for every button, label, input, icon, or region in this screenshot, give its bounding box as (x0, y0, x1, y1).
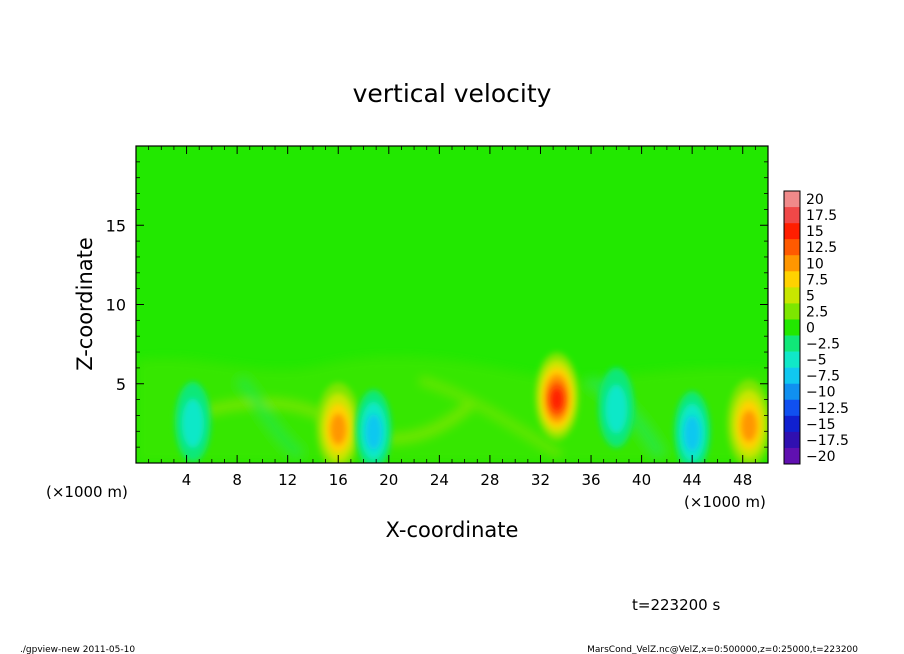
velocity-contour (551, 388, 563, 411)
colorbar-label: 12.5 (806, 240, 837, 256)
colorbar-label: 20 (806, 192, 824, 208)
x-tick-label: 36 (581, 471, 600, 489)
colorbar-swatch (784, 223, 800, 240)
velocity-field (136, 352, 768, 463)
colorbar-swatch (784, 351, 800, 368)
colorbar: 2017.51512.5107.552.50−2.5−5−7.5−10−12.5… (783, 190, 849, 465)
colorbar-swatch (784, 271, 800, 288)
velocity-core (674, 391, 711, 463)
colorbar-label: −17.5 (806, 433, 849, 449)
x-axis: 4 8 12 16 20 24 28 32 36 40 44 48 (148, 146, 756, 489)
x-unit-left: (×1000 m) (46, 483, 128, 501)
colorbar-swatch (784, 255, 800, 272)
velocity-contour (181, 398, 204, 448)
colorbar-label: 17.5 (806, 208, 837, 224)
velocity-core (598, 367, 635, 448)
colorbar-swatch (784, 415, 800, 433)
x-tick-label: 44 (683, 471, 702, 489)
footer-right: MarsCond_VelZ.nc@VelZ,x=0:500000,z=0:250… (587, 645, 858, 654)
colorbar-label: −7.5 (806, 369, 840, 385)
chart-title: vertical velocity (353, 79, 552, 108)
velocity-contour (684, 415, 701, 452)
x-tick-label: 28 (480, 471, 499, 489)
colorbar-swatch (784, 287, 800, 304)
colorbar-label: −15 (806, 417, 836, 433)
colorbar-label: 2.5 (806, 304, 828, 320)
velocity-contour (330, 413, 346, 445)
x-tick-label: 48 (733, 471, 752, 489)
velocity-core (355, 389, 392, 463)
y-tick-label: 15 (106, 216, 126, 235)
x-unit-right: (×1000 m) (684, 493, 766, 511)
x-tick-label: 12 (278, 471, 297, 489)
y-tick-label: 10 (106, 296, 126, 315)
y-axis-label: Z-coordinate (73, 237, 97, 371)
colorbar-swatch (784, 335, 800, 352)
colorbar-frame (783, 190, 801, 465)
plot-area (135, 145, 769, 464)
colorbar-swatch (784, 207, 800, 224)
colorbar-label: 5 (806, 288, 815, 304)
colorbar-label: −5 (806, 353, 827, 369)
colorbar-label: 15 (806, 224, 824, 240)
colorbar-label: 7.5 (806, 272, 828, 288)
colorbar-label: 0 (806, 321, 815, 337)
colorbar-swatch (784, 367, 800, 385)
velocity-contour (741, 410, 757, 442)
y-axis: 5 10 15 (106, 161, 768, 448)
colorbar-swatch (784, 239, 800, 256)
velocity-core (727, 379, 768, 463)
x-tick-label: 16 (329, 471, 348, 489)
colorbar-swatch (784, 447, 800, 465)
colorbar-label: −12.5 (806, 401, 849, 417)
x-tick-label: 24 (430, 471, 449, 489)
colorbar-swatch (784, 399, 800, 417)
colorbar-label: −2.5 (806, 337, 840, 353)
velocity-contour (605, 384, 628, 434)
time-label: t=223200 s (632, 596, 720, 614)
y-tick-label: 5 (116, 375, 126, 394)
x-tick-label: 4 (182, 471, 192, 489)
velocity-core (316, 382, 361, 463)
colorbar-label: −20 (806, 449, 836, 465)
velocity-features (174, 352, 768, 463)
x-tick-label: 8 (232, 471, 242, 489)
colorbar-label: −10 (806, 385, 836, 401)
footer-left: ./gpview-new 2011-05-10 (20, 645, 135, 654)
x-axis-label: X-coordinate (386, 518, 519, 542)
colorbar-swatch (784, 383, 800, 401)
velocity-core (174, 381, 211, 462)
x-tick-label: 32 (531, 471, 550, 489)
colorbar-swatch (784, 191, 800, 208)
velocity-contour (365, 414, 382, 450)
colorbar-swatch (784, 319, 800, 336)
x-tick-label: 20 (379, 471, 398, 489)
velocity-core (534, 352, 579, 441)
x-tick-label: 40 (632, 471, 651, 489)
colorbar-swatch (784, 431, 800, 449)
colorbar-label: 10 (806, 256, 824, 272)
colorbar-swatch (784, 303, 800, 320)
